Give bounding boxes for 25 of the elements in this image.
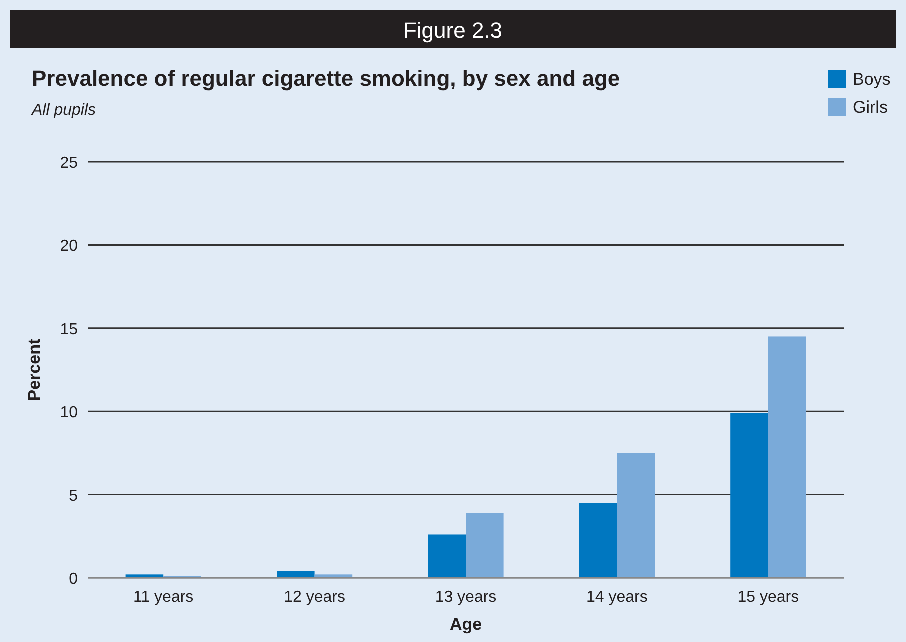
y-tick-label: 25 (60, 155, 78, 172)
x-axis-title: Age (450, 615, 482, 634)
x-tick-label: 14 years (586, 589, 648, 606)
caption: Figure 2.3 (403, 18, 503, 43)
y-axis-title: Percent (25, 338, 44, 402)
bar (730, 413, 768, 578)
chart-title: Prevalence of regular cigarette smoking, by sex and age (32, 66, 620, 91)
bar (428, 534, 466, 578)
bar (277, 571, 315, 578)
chart-subtitle: All pupils (31, 102, 96, 119)
y-tick-label: 15 (60, 321, 78, 338)
y-tick-label: 10 (60, 404, 78, 422)
y-tick-label: 5 (69, 488, 78, 505)
legend-label: Boys (853, 70, 891, 89)
bar (768, 336, 806, 578)
y-tick-label: 0 (69, 571, 78, 588)
bar (617, 453, 655, 578)
x-tick-label: 13 years (435, 589, 497, 606)
legend-label: Girls (853, 98, 888, 117)
x-tick-label: 15 years (738, 589, 800, 606)
y-tick-label: 20 (60, 238, 78, 256)
x-tick-label: 11 years (134, 589, 194, 606)
bar (466, 513, 504, 578)
bar (579, 503, 618, 578)
x-tick-label: 12 years (284, 589, 346, 606)
